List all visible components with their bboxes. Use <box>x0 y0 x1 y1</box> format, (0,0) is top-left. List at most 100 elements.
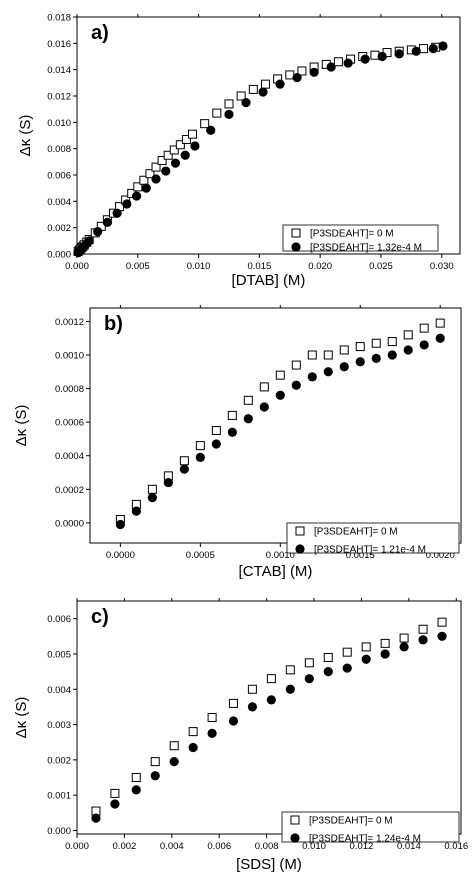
chart-1-series-1-point <box>145 169 155 179</box>
chart-2-series-2-point <box>227 427 237 437</box>
chart-2-series-1-point <box>291 360 301 370</box>
chart-1-legend-marker <box>291 242 301 252</box>
chart-2-series-1-point <box>371 338 381 348</box>
chart-1-series-2-point <box>326 62 336 72</box>
chart-2-series-2-point <box>339 362 349 372</box>
chart-3-x-tick-label: 0.008 <box>255 841 279 852</box>
chart-3-series-2-point <box>323 667 333 677</box>
chart-1-panel-label: a) <box>91 22 109 44</box>
chart-2-series-1-point <box>243 395 253 405</box>
chart-3-y-tick-label: 0.006 <box>47 614 71 625</box>
chart-1-series-1-point <box>175 140 185 150</box>
chart-3-x-tick-label: 0.002 <box>113 841 137 852</box>
chart-2-series-2-point <box>307 372 317 382</box>
chart-1-x-tick-label: 0.000 <box>65 261 89 272</box>
chart-2-y-tick-label: 0.0000 <box>55 518 84 529</box>
chart-2-y-tick-label: 0.0002 <box>55 485 84 496</box>
chart-3-series-1-point <box>247 684 257 694</box>
chart-1-series-1-point <box>236 91 246 101</box>
chart-1-legend-box <box>282 224 439 252</box>
chart-1-y-tick-label: 0.000 <box>47 250 71 261</box>
chart-3-series-1-point <box>207 713 217 722</box>
chart-3-legend-box <box>281 811 460 843</box>
chart-3-series-2-point <box>91 813 101 823</box>
chart-1-series-2-point <box>190 141 200 151</box>
chart-2-series-1-point <box>275 370 285 380</box>
chart-1-x-tick-label: 0.030 <box>430 261 454 272</box>
chart-1-plot-frame <box>76 16 461 255</box>
chart-1-y-tick-label: 0.012 <box>47 92 71 103</box>
chart-2: 0.0000 0.0005 0.0010 0.0015 0.0020 0.0000 0.00… <box>13 305 462 580</box>
chart-1-series-2-point <box>141 183 151 193</box>
chart-2-series-2-point <box>387 350 397 360</box>
chart-2-series-2-point <box>195 452 205 462</box>
chart-2-legend-label: [P3SDEAHT]= 0 M <box>314 527 398 538</box>
chart-3-legend: [P3SDEAHT]= 0 M [P3SDEAHT]= 1.24e-4 M <box>281 811 460 845</box>
chart-3-series-1-point <box>110 788 120 798</box>
chart-1-x-tick-label: 0.010 <box>187 261 211 272</box>
chart-2-series-2-point <box>323 367 333 377</box>
chart-3-y-tick-label: 0.004 <box>47 685 71 696</box>
chart-1-series-2-point <box>206 125 216 135</box>
chart-1-series-2-point <box>438 41 448 51</box>
chart-3-legend-marker <box>290 833 300 843</box>
chart-3-series-1-point <box>266 674 276 684</box>
chart-3-series-1-point <box>323 652 333 662</box>
chart-2-y-tick-label: 0.0008 <box>55 384 84 395</box>
chart-1-series-2-point <box>275 79 285 89</box>
chart-3-series-2-point <box>285 684 295 694</box>
chart-2-series-1-point <box>195 441 205 451</box>
chart-1-y-tick-label: 0.002 <box>47 223 71 234</box>
chart-1-y-tick-label: 0.004 <box>47 197 71 208</box>
chart-2-legend: [P3SDEAHT]= 0 M [P3SDEAHT]= 1.21e-4 M <box>286 522 460 556</box>
chart-3-series-1-point <box>418 624 428 634</box>
chart-3-x-tick-label: 0.016 <box>444 841 468 852</box>
chart-1-series-1-point <box>248 84 258 94</box>
chart-3-series-1-point <box>188 727 198 737</box>
chart-2-series-1-point <box>227 410 237 420</box>
chart-2-series-1-point <box>403 330 413 340</box>
chart-2-series-2-point <box>371 353 381 363</box>
chart-3-series-1-point <box>304 658 314 668</box>
chart-2-series-2-point <box>275 390 285 400</box>
chart-3-x-tick-label: 0.004 <box>160 841 184 852</box>
chart-3-series-2-point <box>207 728 217 738</box>
chart-3-series-2-point <box>169 757 179 767</box>
chart-2-series-2-point <box>355 357 365 367</box>
chart-1-series-2-point <box>411 46 421 56</box>
chart-2-y-tick-label: 0.0012 <box>55 317 84 328</box>
chart-1-x-tick-label: 0.005 <box>126 261 150 272</box>
chart-1-series-1-point <box>333 57 343 67</box>
chart-2-series-2-point <box>147 493 157 503</box>
chart-2-x-tick-label: 0.0005 <box>186 550 215 561</box>
chart-3-series-2-point <box>150 771 160 781</box>
chart-1-series-1-point <box>260 79 270 89</box>
chart-1-series-1-point <box>151 162 161 172</box>
chart-3-plot-frame <box>76 600 462 835</box>
chart-2-legend-label: [P3SDEAHT]= 1.21e-4 M <box>314 545 426 556</box>
chart-3-legend-marker <box>290 815 300 825</box>
chart-1-series-1-point <box>370 50 380 60</box>
chart-3-y-tick-label: 0.000 <box>47 826 71 837</box>
chart-1-series-1-point <box>133 182 143 192</box>
chart-3-x-tick-label: 0.014 <box>397 841 421 852</box>
chart-3-series-1-point <box>150 757 160 767</box>
chart-2-series-1-point <box>147 484 157 494</box>
chart-1-y-tick-label: 0.014 <box>47 65 71 76</box>
chart-3-series-1-point <box>131 773 141 783</box>
chart-1-series-2-point <box>84 236 94 246</box>
chart-3-legend-label: [P3SDEAHT]= 0 M <box>309 816 393 827</box>
chart-2-x-tick-label: 0.0000 <box>106 550 135 561</box>
chart-1-series-2-point <box>224 109 234 120</box>
chart-3-series-2-point <box>418 635 428 645</box>
chart-3-series-1-point <box>169 741 179 751</box>
chart-1-series-2-point <box>93 227 103 237</box>
chart-1-y-axis-label: Δκ (S) <box>17 115 34 157</box>
chart-1-legend-label: [P3SDEAHT]= 0 M <box>310 229 394 240</box>
chart-1-y-tick-label: 0.018 <box>47 13 71 24</box>
chart-3-series-2-point <box>110 799 120 809</box>
chart-1-y-tick-label: 0.010 <box>47 118 71 129</box>
chart-1: 0.000 0.005 0.010 0.015 0.020 0.025 0.030 0.000… <box>17 13 461 289</box>
chart-3-series-2-point <box>399 642 409 652</box>
